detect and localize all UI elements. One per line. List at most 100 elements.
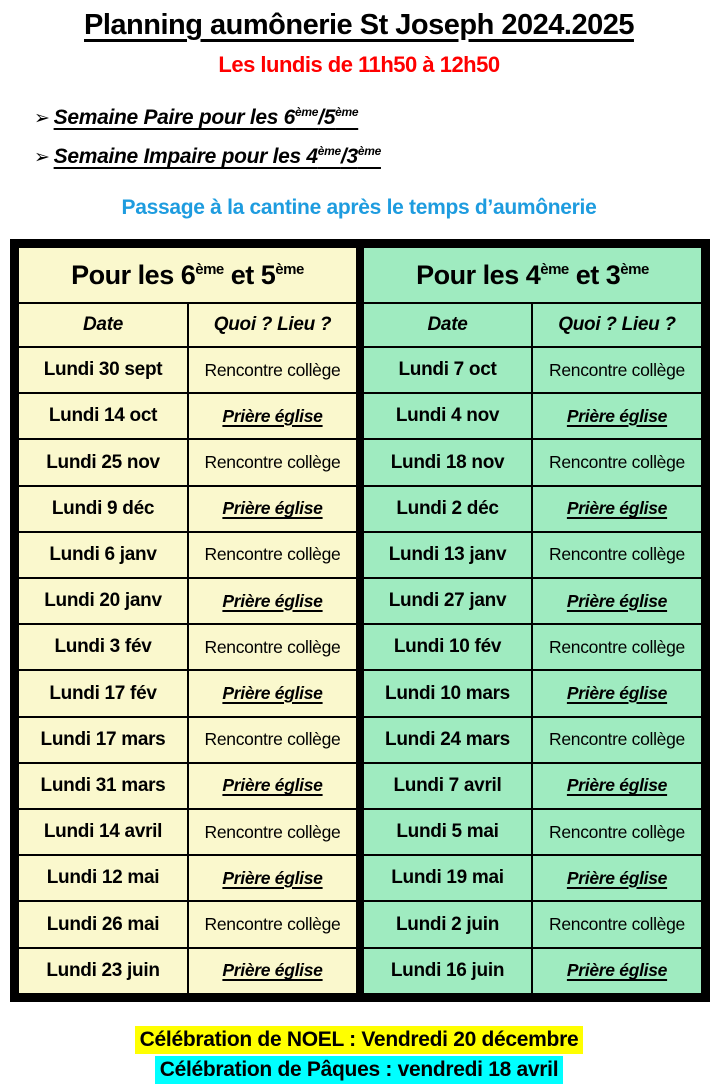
table-4eme-3eme: Pour les 4ème et 3ème Date Quoi ? Lieu ?… xyxy=(360,246,703,996)
table-row: Lundi 13 janv Rencontre collège xyxy=(361,530,703,580)
table-row: Lundi 16 juin Prière église xyxy=(361,946,703,996)
table-title-row: Pour les 6ème et 5ème xyxy=(17,246,359,304)
table-row: Lundi 17 fév Prière église xyxy=(17,669,359,718)
table-row: Lundi 18 nov Rencontre collège xyxy=(361,438,703,487)
grade-superscript: ème xyxy=(295,105,319,119)
activity-cell: Prière église xyxy=(187,761,359,811)
bullet-text-lead: Semaine Impaire pour les 4 xyxy=(53,145,318,168)
grade-superscript: ème xyxy=(317,144,341,158)
grade-superscript: ème xyxy=(275,260,304,278)
table-row: Lundi 5 mai Rencontre collège xyxy=(361,808,703,857)
activity-cell: Rencontre collège xyxy=(187,808,359,857)
table-4eme-3eme-title: Pour les 4ème et 3ème xyxy=(361,246,703,304)
table-row: Lundi 7 avril Prière église xyxy=(361,761,703,811)
table-row: Lundi 20 janv Prière église xyxy=(17,577,359,626)
activity-cell: Prière église xyxy=(187,577,359,626)
table-row: Lundi 17 mars Rencontre collège xyxy=(17,715,359,764)
planning-tables: Pour les 6ème et 5ème Date Quoi ? Lieu ?… xyxy=(10,239,710,1002)
activity-cell: Rencontre collège xyxy=(531,623,703,672)
date-cell: Lundi 10 mars xyxy=(361,669,533,718)
table-6eme-5eme-title: Pour les 6ème et 5ème xyxy=(17,246,359,304)
activity-cell: Rencontre collège xyxy=(531,530,703,580)
activity-cell: Rencontre collège xyxy=(531,808,703,857)
bullet-semaine-impaire-text: Semaine Impaire pour les 4ème/3ème xyxy=(53,144,382,168)
cantine-note: Passage à la cantine après le temps d’au… xyxy=(121,196,597,219)
activity-cell: Prière église xyxy=(531,484,703,533)
activity-cell: Rencontre collège xyxy=(187,623,359,672)
date-cell: Lundi 31 mars xyxy=(17,761,189,811)
table-row: Lundi 19 mai Prière église xyxy=(361,854,703,903)
noel-celebration-line: Célébration de NOEL : Vendredi 20 décemb… xyxy=(0,1026,718,1056)
table-title-mid: et 5 xyxy=(223,259,276,290)
column-header-quoi-lieu: Quoi ? Lieu ? xyxy=(531,302,703,348)
table-row: Lundi 24 mars Rencontre collège xyxy=(361,715,703,764)
date-cell: Lundi 6 janv xyxy=(17,530,189,580)
activity-cell: Prière église xyxy=(187,946,359,996)
date-cell: Lundi 19 mai xyxy=(361,854,533,903)
activity-cell: Prière église xyxy=(187,392,359,441)
table-title-mid: et 3 xyxy=(568,259,621,290)
bullet-text-mid: /3 xyxy=(340,145,358,168)
table-row: Lundi 3 fév Rencontre collège xyxy=(17,623,359,672)
table-row: Lundi 23 juin Prière église xyxy=(17,946,359,996)
grade-superscript: ème xyxy=(540,260,569,278)
date-cell: Lundi 5 mai xyxy=(361,808,533,857)
paques-celebration-text: Célébration de Pâques : vendredi 18 avri… xyxy=(154,1056,564,1084)
date-cell: Lundi 10 fév xyxy=(361,623,533,672)
date-cell: Lundi 7 oct xyxy=(361,345,533,395)
date-cell: Lundi 23 juin xyxy=(17,946,189,996)
activity-cell: Rencontre collège xyxy=(187,530,359,580)
date-cell: Lundi 14 oct xyxy=(17,392,189,441)
activity-cell: Rencontre collège xyxy=(187,715,359,764)
bullet-semaine-paire: ➢ Semaine Paire pour les 6ème/5ème xyxy=(34,96,718,135)
date-cell: Lundi 17 mars xyxy=(17,715,189,764)
column-header-row: Date Quoi ? Lieu ? xyxy=(17,302,359,348)
table-row: Lundi 2 juin Rencontre collège xyxy=(361,900,703,949)
activity-cell: Prière église xyxy=(531,577,703,626)
activity-cell: Rencontre collège xyxy=(187,345,359,395)
date-cell: Lundi 24 mars xyxy=(361,715,533,764)
bullet-text-lead: Semaine Paire pour les 6 xyxy=(53,106,296,129)
arrowhead-bullet-icon: ➢ xyxy=(34,147,50,168)
bullet-semaine-impaire: ➢ Semaine Impaire pour les 4ème/3ème xyxy=(34,135,718,174)
date-cell: Lundi 12 mai xyxy=(17,854,189,903)
celebrations-footer: Célébration de NOEL : Vendredi 20 décemb… xyxy=(0,1026,718,1086)
table-title-pre: Pour les 4 xyxy=(416,259,541,290)
table-title-pre: Pour les 6 xyxy=(71,259,196,290)
column-header-quoi-lieu: Quoi ? Lieu ? xyxy=(187,302,359,348)
activity-cell: Prière église xyxy=(531,392,703,441)
table-6eme-5eme-body: Lundi 30 sept Rencontre collège Lundi 14… xyxy=(17,345,359,996)
table-row: Lundi 31 mars Prière église xyxy=(17,761,359,811)
date-cell: Lundi 2 juin xyxy=(361,900,533,949)
grade-superscript: ème xyxy=(357,144,381,158)
activity-cell: Prière église xyxy=(187,854,359,903)
table-row: Lundi 25 nov Rencontre collège xyxy=(17,438,359,487)
table-row: Lundi 10 mars Prière église xyxy=(361,669,703,718)
activity-cell: Rencontre collège xyxy=(531,345,703,395)
table-4eme-3eme-body: Lundi 7 oct Rencontre collège Lundi 4 no… xyxy=(361,345,703,996)
bullet-text-mid: /5 xyxy=(318,106,336,129)
week-bullet-list: ➢ Semaine Paire pour les 6ème/5ème ➢ Semai… xyxy=(34,96,718,174)
arrowhead-bullet-icon: ➢ xyxy=(34,108,50,129)
activity-cell: Rencontre collège xyxy=(531,900,703,949)
grade-superscript: ème xyxy=(195,260,224,278)
activity-cell: Rencontre collège xyxy=(187,900,359,949)
date-cell: Lundi 4 nov xyxy=(361,392,533,441)
table-row: Lundi 7 oct Rencontre collège xyxy=(361,345,703,395)
table-row: Lundi 26 mai Rencontre collège xyxy=(17,900,359,949)
paques-celebration-line: Célébration de Pâques : vendredi 18 avri… xyxy=(0,1056,718,1086)
column-header-date: Date xyxy=(17,302,189,348)
date-cell: Lundi 9 déc xyxy=(17,484,189,533)
date-cell: Lundi 16 juin xyxy=(361,946,533,996)
date-cell: Lundi 17 fév xyxy=(17,669,189,718)
activity-cell: Prière église xyxy=(187,484,359,533)
table-row: Lundi 30 sept Rencontre collège xyxy=(17,345,359,395)
activity-cell: Prière église xyxy=(531,761,703,811)
table-row: Lundi 4 nov Prière église xyxy=(361,392,703,441)
column-header-date: Date xyxy=(361,302,533,348)
table-6eme-5eme-head: Pour les 6ème et 5ème Date Quoi ? Lieu ? xyxy=(17,246,359,348)
activity-cell: Rencontre collège xyxy=(187,438,359,487)
table-6eme-5eme: Pour les 6ème et 5ème Date Quoi ? Lieu ?… xyxy=(17,246,360,996)
activity-cell: Prière église xyxy=(531,854,703,903)
date-cell: Lundi 20 janv xyxy=(17,577,189,626)
